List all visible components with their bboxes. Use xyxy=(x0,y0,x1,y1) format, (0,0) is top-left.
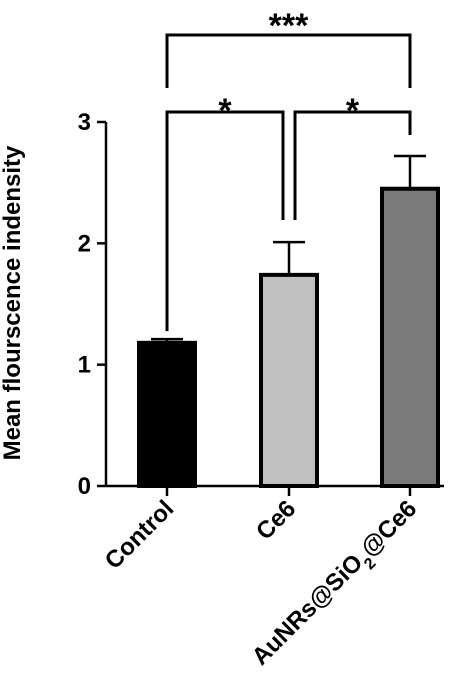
significance-bracket xyxy=(165,110,285,332)
y-tick-label: 1 xyxy=(78,352,91,379)
x-category-label: Ce6 xyxy=(251,495,301,545)
bars xyxy=(137,186,440,488)
y-axis-title: Mean flourscence indensity xyxy=(0,145,26,460)
significance-bracket xyxy=(165,33,412,88)
bar xyxy=(380,186,440,488)
bar xyxy=(137,340,197,488)
significance-brackets: * **** xyxy=(165,7,412,332)
error-bars xyxy=(151,154,426,343)
y-tick-label: 2 xyxy=(78,230,91,257)
y-tick-label: 0 xyxy=(78,473,91,500)
x-category-label: Control xyxy=(100,495,179,574)
y-tick-label: 3 xyxy=(78,109,91,136)
significance-label: * xyxy=(346,92,360,130)
bar xyxy=(259,272,319,488)
significance-bracket xyxy=(293,110,412,220)
significance-label: * xyxy=(218,92,232,130)
significance-label: *** xyxy=(269,7,309,45)
